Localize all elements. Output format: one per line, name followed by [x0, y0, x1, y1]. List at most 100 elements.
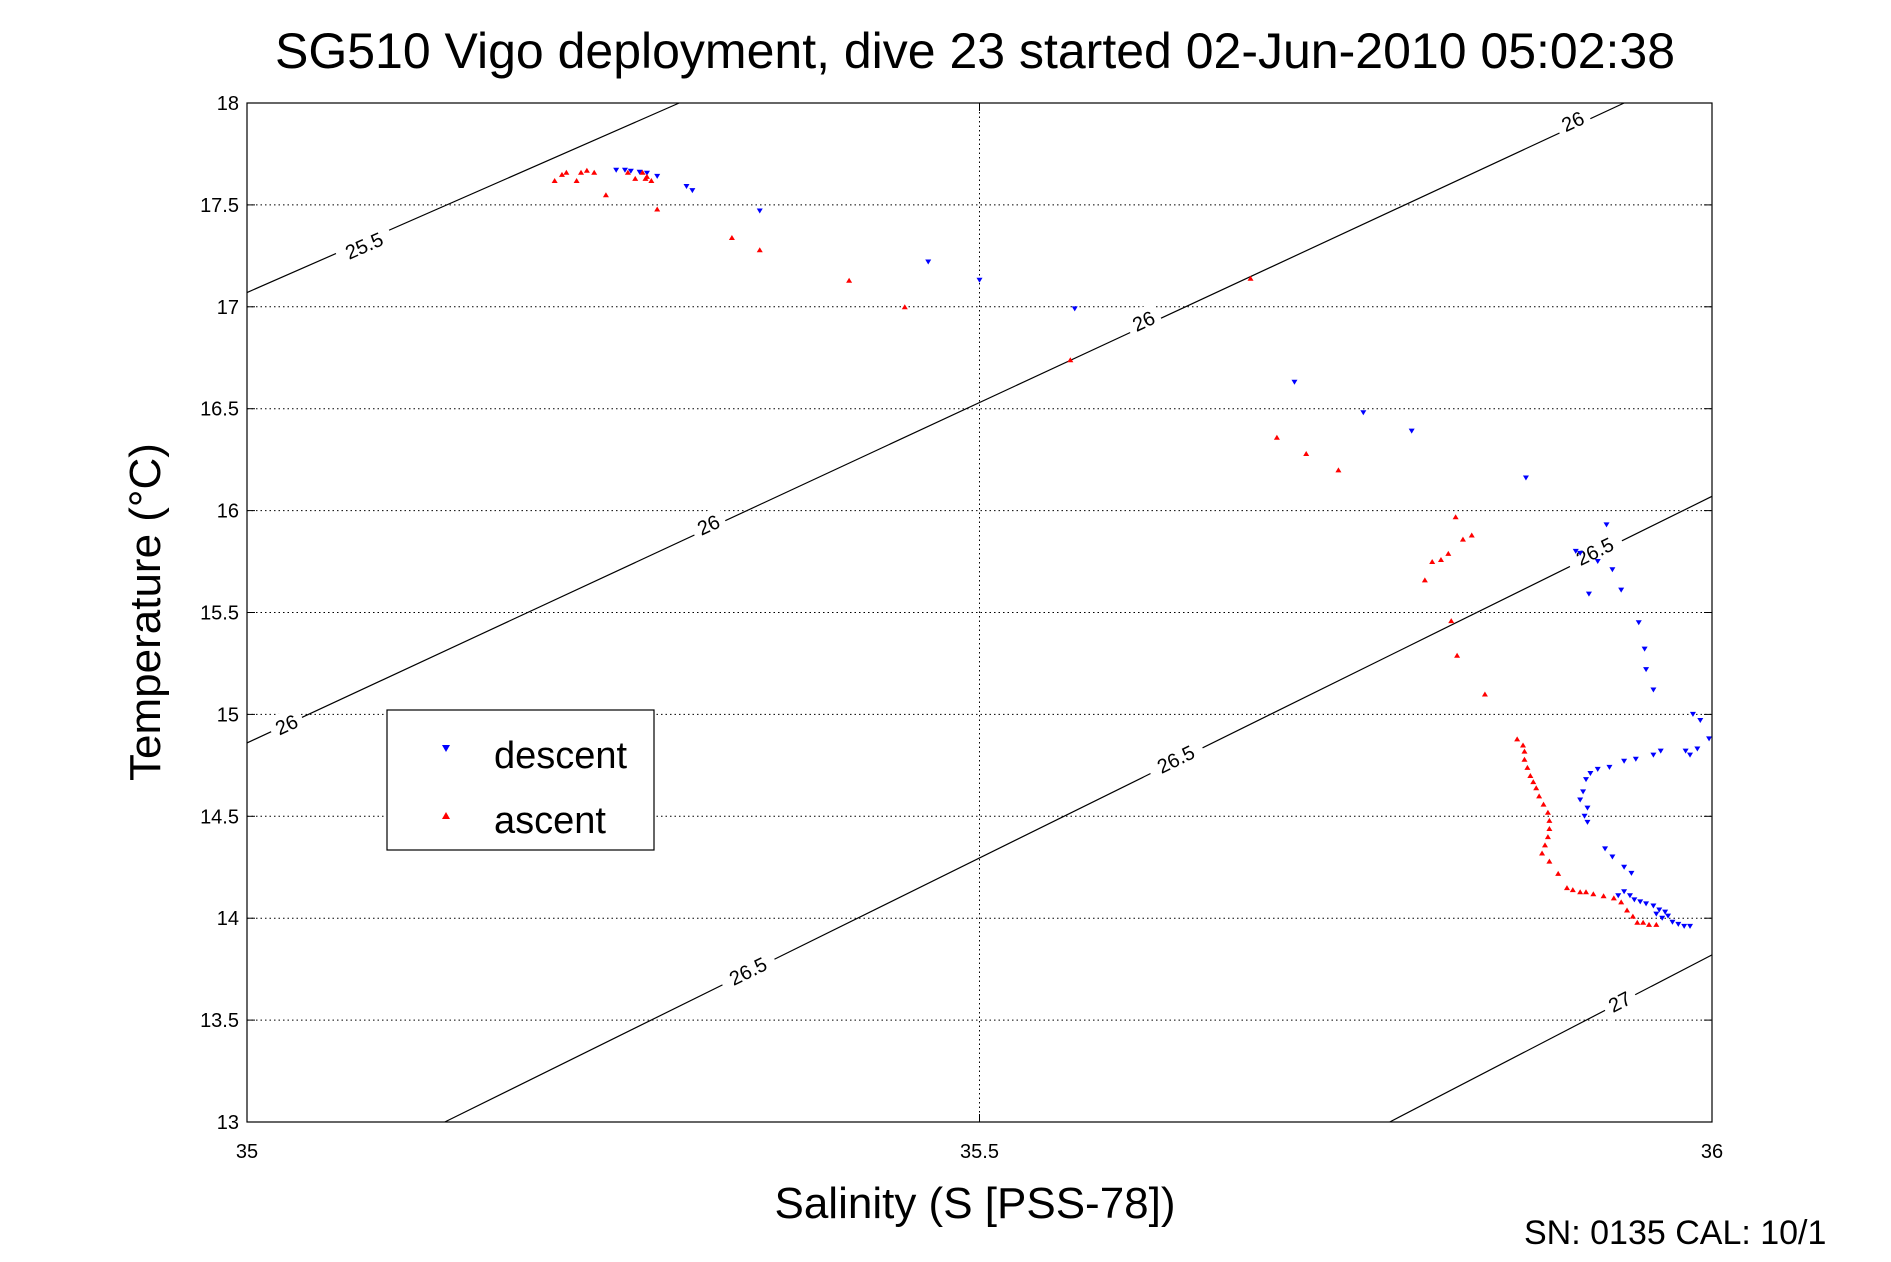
descent-point: [1618, 587, 1625, 593]
descent-point: [689, 188, 696, 194]
descent-point: [683, 184, 690, 190]
descent-point: [1697, 718, 1704, 724]
ascent-point: [1624, 907, 1631, 913]
ascent-point: [1481, 691, 1488, 697]
y-tick-label: 16.5: [200, 399, 239, 421]
ascent-point: [901, 304, 908, 310]
descent-point: [1681, 923, 1688, 929]
descent-point: [1572, 548, 1579, 554]
ascent-point: [602, 192, 609, 198]
ascent-point: [1445, 550, 1452, 556]
legend: descent ascent: [386, 709, 655, 851]
ascent-point: [1067, 357, 1074, 363]
ascent-point: [1563, 885, 1570, 891]
descent-point: [925, 259, 932, 265]
descent-point: [1583, 777, 1590, 783]
x-tick-label: 36: [1701, 1141, 1723, 1163]
descent-point: [1628, 870, 1635, 876]
descent-point: [1669, 919, 1676, 925]
ascent-point: [1527, 773, 1534, 779]
descent-point: [1656, 907, 1663, 913]
ascent-point: [1521, 756, 1528, 762]
isopycnal-label-bg: [1122, 302, 1165, 341]
y-tick-label: 17: [217, 297, 239, 319]
isopycnal-label-bg: [1144, 734, 1208, 784]
descent-point: [1584, 819, 1591, 825]
descent-point: [1594, 559, 1601, 565]
descent-point: [1682, 748, 1689, 754]
y-tick-label: 15.5: [200, 603, 239, 625]
y-tick-label: 14: [217, 908, 239, 930]
series-descent: [613, 167, 1713, 929]
legend-descent-label: descent: [494, 735, 628, 777]
isopycnal-label: 26: [1122, 302, 1165, 341]
descent-point: [1626, 893, 1633, 899]
descent-point: [613, 167, 620, 173]
tick-layer: 35 35.5 36 13 13.5 14 14.5 15 15.5 16 16.5 17 17.5 18: [200, 93, 1723, 1163]
descent-point: [1632, 756, 1639, 762]
descent-point: [756, 208, 763, 214]
ascent-point: [1524, 764, 1531, 770]
ascent-point: [1452, 514, 1459, 520]
descent-point: [1643, 901, 1650, 907]
descent-point: [1650, 903, 1657, 909]
y-tick-label: 15: [217, 704, 239, 726]
descent-point: [1662, 909, 1669, 915]
x-tick-label: 35.5: [960, 1141, 999, 1163]
isopycnal-line: [444, 495, 1713, 1123]
descent-point: [643, 170, 650, 176]
descent-point: [1522, 475, 1529, 481]
descent-point: [1609, 567, 1616, 573]
ascent-point: [1520, 742, 1527, 748]
ascent-point: [1544, 809, 1551, 815]
ascent-point: [1544, 834, 1551, 840]
isopycnal-label-bg: [265, 705, 308, 744]
descent-point: [1615, 893, 1622, 899]
ascent-point: [648, 177, 655, 183]
descent-point: [1585, 591, 1592, 597]
descent-point: [1637, 899, 1644, 905]
descent-point: [654, 173, 661, 179]
calibration-footer: SN: 0135 CAL: 10/1: [1524, 1214, 1826, 1252]
ascent-point: [1634, 919, 1641, 925]
ascent-point: [1640, 919, 1647, 925]
isopycnal-label-bg: [687, 505, 730, 544]
descent-point: [1594, 766, 1601, 772]
ascent-point: [1546, 858, 1553, 864]
y-tick-label: 16: [217, 501, 239, 523]
ascent-point: [1539, 850, 1546, 856]
descent-point: [627, 168, 634, 174]
ascent-point: [1421, 577, 1428, 583]
y-tick-label: 13: [217, 1112, 239, 1134]
ascent-point: [1459, 536, 1466, 542]
ascent-point: [632, 175, 639, 181]
descent-point: [1665, 913, 1672, 919]
x-tick-label: 35: [236, 1141, 258, 1163]
ascent-point: [1541, 842, 1548, 848]
legend-ascent-marker: [442, 812, 450, 819]
y-tick-label: 14.5: [200, 806, 239, 828]
ascent-point: [1555, 870, 1562, 876]
descent-point: [1689, 711, 1696, 717]
isopycnal-label-bg: [1563, 526, 1627, 576]
ascent-point: [1521, 748, 1528, 754]
ascent-point: [1653, 921, 1660, 927]
descent-point: [1609, 854, 1616, 860]
ascent-point: [1530, 779, 1537, 785]
ascent-point: [1646, 921, 1653, 927]
descent-point: [976, 277, 983, 283]
y-tick-label: 18: [217, 93, 239, 115]
descent-point: [1635, 620, 1642, 626]
descent-point: [1687, 752, 1694, 758]
descent-point: [1606, 764, 1613, 770]
ascent-point: [1546, 826, 1553, 832]
ascent-point: [1600, 893, 1607, 899]
legend-box: [386, 709, 655, 851]
isopycnal-line: [246, 102, 1625, 744]
descent-point: [1650, 752, 1657, 758]
ascent-point: [639, 169, 646, 175]
ascent-point: [1335, 467, 1342, 473]
ascent-point: [1514, 736, 1521, 742]
ascent-point: [1618, 899, 1625, 905]
legend-ascent-label: ascent: [494, 800, 606, 842]
